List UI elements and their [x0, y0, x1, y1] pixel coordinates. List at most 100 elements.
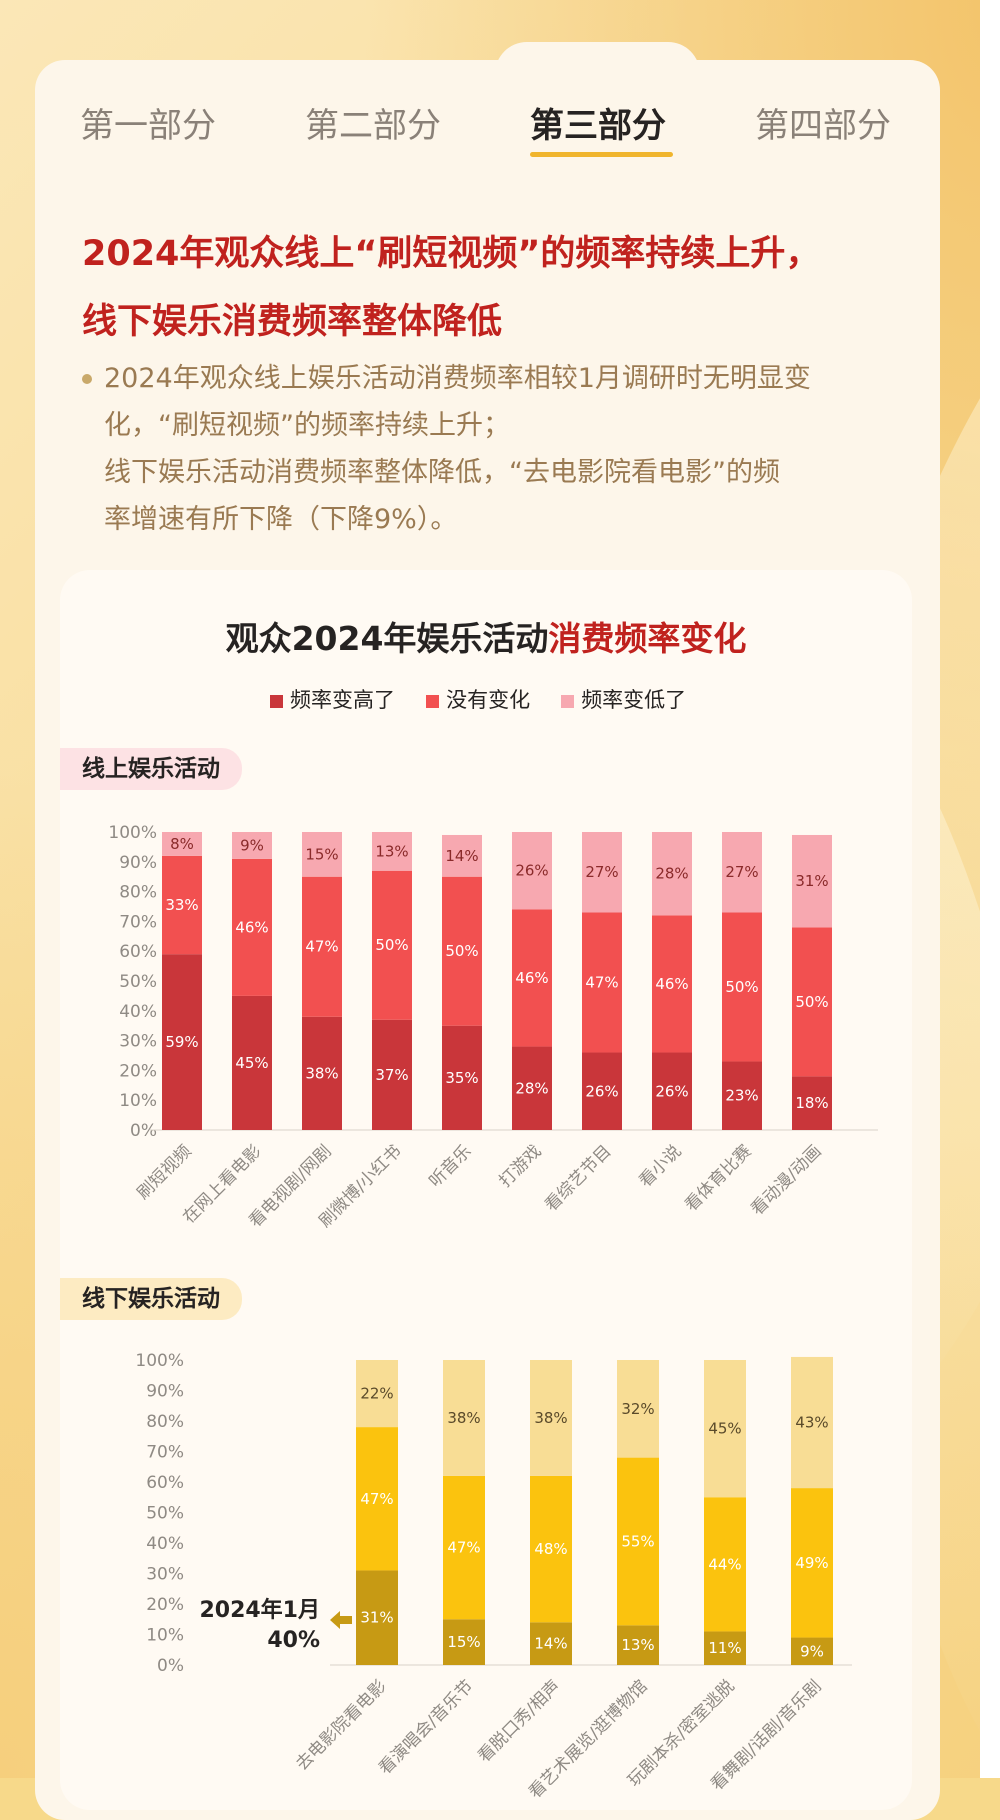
- data-label: 38%: [305, 1064, 338, 1082]
- bar-segment: [530, 1475, 572, 1623]
- category-label: 看动漫/动画: [747, 1141, 825, 1219]
- bar-segment: [162, 832, 202, 856]
- bar-segment: [372, 1019, 412, 1130]
- bar-segment: [652, 1052, 692, 1130]
- bullet-line-3: 线下娱乐活动消费频率整体降低，“去电影院看电影”的频: [104, 457, 780, 488]
- bar-segment: [652, 832, 692, 916]
- headline-line-1: 2024年观众线上“刷短视频”的频率持续上升，: [82, 234, 821, 274]
- data-label: 50%: [725, 978, 758, 996]
- data-label: 9%: [800, 1642, 824, 1660]
- stacked-bar-charts: 0% 10% 20% 30% 40% 50% 60% 70% 80% 90% 100% 59% 33% 8…: [108, 823, 878, 1803]
- chart-title-part-1: 观众2024年娱乐活动: [225, 619, 549, 658]
- data-label: 8%: [170, 835, 194, 853]
- bar-segment: [530, 1622, 572, 1665]
- bar-segment: [792, 1076, 832, 1130]
- y-tick-label: 60%: [146, 1473, 184, 1493]
- data-label: 45%: [708, 1420, 741, 1438]
- bar-segment: [722, 1061, 762, 1130]
- bar-segment: [372, 870, 412, 1020]
- category-label: 去电影院看电影: [292, 1676, 390, 1774]
- bar-segment: [617, 1360, 659, 1458]
- data-label: 46%: [235, 918, 268, 936]
- legend-item-higher: 频率变高了: [270, 684, 395, 714]
- tab-part-3[interactable]: 第三部分: [530, 106, 666, 146]
- bar-segment: [704, 1360, 746, 1498]
- section-tabs: 第一部分 第二部分 第三部分 第四部分: [35, 98, 940, 158]
- bullet-paragraph: 2024年观众线上娱乐活动消费频率相较1月调研时无明显变 化，“刷短视频”的频率…: [104, 355, 914, 543]
- bar-segment: [442, 876, 482, 1026]
- jan-2024-annotation: 2024年1月 40%: [170, 1596, 320, 1656]
- bar-segment: [512, 909, 552, 1047]
- chart-legend: 频率变高了 没有变化 频率变低了: [270, 684, 712, 714]
- data-label: 15%: [305, 845, 338, 863]
- data-label: 43%: [795, 1414, 828, 1432]
- data-label: 46%: [515, 969, 548, 987]
- bar-segment: [582, 1052, 622, 1130]
- annotation-arrow-icon: [330, 1611, 352, 1629]
- annotation-label: 2024年1月: [199, 1598, 320, 1623]
- data-label: 22%: [360, 1385, 393, 1403]
- legend-item-lower: 频率变低了: [561, 684, 686, 714]
- y-tick-label: 10%: [146, 1626, 184, 1646]
- data-label: 27%: [725, 863, 758, 881]
- bar-segment: [162, 954, 202, 1130]
- category-label: 看脱口秀/相声: [474, 1676, 564, 1766]
- data-label: 28%: [515, 1079, 548, 1097]
- bar-segment: [302, 832, 342, 877]
- data-label: 47%: [585, 973, 618, 991]
- bar-segment: [442, 834, 482, 877]
- bar-segment: [162, 855, 202, 955]
- data-label: 26%: [655, 1082, 688, 1100]
- bullet-line-4: 率增速有所下降（下降9%）。: [104, 504, 458, 535]
- y-tick-label: 30%: [146, 1565, 184, 1585]
- data-label: 31%: [795, 872, 828, 890]
- y-tick-label: 30%: [119, 1032, 157, 1052]
- data-label: 38%: [447, 1409, 480, 1427]
- y-tick-label: 70%: [119, 912, 157, 932]
- chart-title-highlight: 消费频率变化: [548, 619, 747, 658]
- bar-segment: [512, 832, 552, 910]
- category-label: 看体育比赛: [681, 1141, 756, 1216]
- data-label: 13%: [621, 1636, 654, 1654]
- y-tick-label: 40%: [119, 1002, 157, 1022]
- online-section-label: 线上娱乐活动: [60, 748, 242, 790]
- bar-segment: [722, 912, 762, 1062]
- data-label: 31%: [360, 1609, 393, 1627]
- legend-swatch-higher: [270, 694, 283, 708]
- y-tick-label: 90%: [119, 853, 157, 873]
- tab-part-1[interactable]: 第一部分: [80, 106, 216, 146]
- data-label: 9%: [240, 836, 264, 854]
- y-tick-label: 100%: [135, 1351, 184, 1371]
- right-edge-strip: [980, 0, 1000, 1778]
- data-label: 26%: [585, 1082, 618, 1100]
- y-tick-label: 10%: [119, 1091, 157, 1111]
- data-label: 32%: [621, 1400, 654, 1418]
- y-tick-label: 80%: [146, 1412, 184, 1432]
- legend-item-same: 没有变化: [426, 684, 530, 714]
- tab-part-2[interactable]: 第二部分: [305, 106, 441, 146]
- bar-segment: [792, 834, 832, 928]
- bar-segment: [512, 1046, 552, 1130]
- bar-segment: [372, 832, 412, 871]
- active-tab-background: [495, 42, 700, 102]
- bar-segment: [356, 1360, 398, 1428]
- bar-segment: [791, 1356, 833, 1489]
- data-label: 59%: [165, 1033, 198, 1051]
- bar-segment: [232, 858, 272, 996]
- y-tick-label: 40%: [146, 1534, 184, 1554]
- bar-segment: [617, 1457, 659, 1626]
- bar-segment: [722, 832, 762, 913]
- y-tick-label: 20%: [119, 1061, 157, 1081]
- bar-segment: [792, 927, 832, 1077]
- y-tick-label: 70%: [146, 1443, 184, 1463]
- headline-line-2: 线下娱乐消费频率整体降低: [82, 302, 503, 342]
- data-label: 50%: [445, 942, 478, 960]
- bar-segment: [302, 876, 342, 1017]
- bullet-dot: [82, 374, 92, 384]
- y-tick-label: 0%: [157, 1656, 184, 1676]
- bar-segment: [704, 1631, 746, 1665]
- y-tick-label: 20%: [146, 1595, 184, 1615]
- tab-part-4[interactable]: 第四部分: [755, 106, 891, 146]
- data-label: 50%: [375, 936, 408, 954]
- data-label: 47%: [447, 1539, 480, 1557]
